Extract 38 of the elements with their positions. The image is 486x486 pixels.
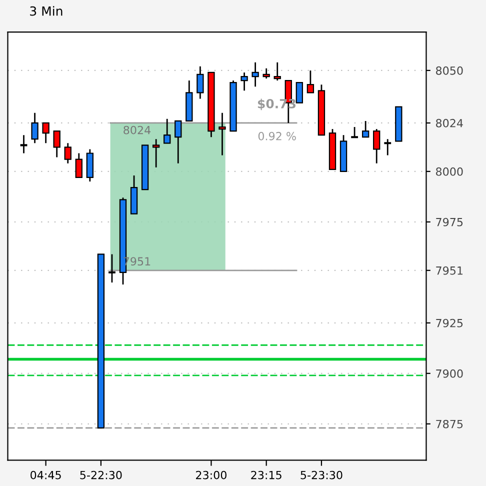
candlestick <box>164 118 171 144</box>
candlestick <box>262 68 270 80</box>
candlestick <box>42 122 50 144</box>
x-tick-label: 5-22:30 <box>80 470 122 480</box>
candlestick <box>296 82 304 104</box>
candlestick <box>174 120 182 164</box>
y-tick-label: 7900 <box>436 369 463 378</box>
candlestick <box>240 72 248 92</box>
candlestick <box>196 66 204 100</box>
x-tick-label: 5-23:30 <box>300 470 342 480</box>
candlestick <box>20 134 28 154</box>
candlestick <box>274 62 281 82</box>
candlestick <box>218 112 226 156</box>
candlestick <box>373 128 380 164</box>
y-tick-label: 7975 <box>436 218 463 226</box>
y-tick-label: 8000 <box>436 167 463 176</box>
candlestick <box>351 126 358 138</box>
candlestick <box>152 138 160 168</box>
candlestick <box>384 138 392 156</box>
y-tick-label: 8050 <box>436 66 463 75</box>
candlestick <box>252 62 259 88</box>
y-tick-label: 7951 <box>436 266 462 275</box>
annotation: 0.92 % <box>258 132 296 140</box>
annotation: 8024 <box>124 126 151 134</box>
x-tick-label: 23:15 <box>251 470 282 480</box>
candlestick <box>64 142 72 164</box>
chart-title: 3 Min <box>30 6 62 16</box>
y-tick-label: 8024 <box>436 118 463 128</box>
x-tick-label: 04:45 <box>30 470 61 480</box>
candlestick <box>306 70 314 94</box>
candlestick <box>362 120 370 138</box>
candlestick <box>53 130 60 158</box>
y-tick-label: 7875 <box>436 420 463 428</box>
candlestick <box>108 254 116 284</box>
candlestick <box>75 152 82 178</box>
y-tick-label: 7925 <box>436 318 463 328</box>
x-tick-label: 23:00 <box>196 470 226 480</box>
candlestick <box>31 112 38 144</box>
